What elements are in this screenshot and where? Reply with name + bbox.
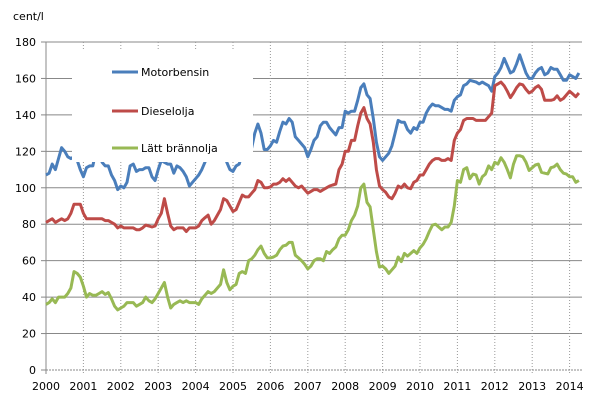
- x-tick-label: 2002: [107, 380, 135, 393]
- x-tick-label: 2012: [481, 380, 509, 393]
- y-axis-ticks: 0 20 40 60 80 100 120 140 160 180: [15, 36, 36, 377]
- y-tick-label: 180: [15, 36, 36, 49]
- y-tick-label: 100: [15, 182, 36, 195]
- x-tick-label: 2014: [556, 380, 584, 393]
- x-tick-label: 2001: [69, 380, 97, 393]
- y-axis-unit-label: cent/l: [13, 10, 44, 23]
- x-tick-label: 2004: [182, 380, 210, 393]
- series-line-3: [45, 154, 580, 312]
- x-tick-label: 2006: [256, 380, 284, 393]
- legend-label: Dieselolja: [141, 105, 194, 118]
- legend-background: [72, 50, 253, 162]
- x-tick-label: 2009: [369, 380, 397, 393]
- legend: Motorbensin Dieselolja Lätt brännolja: [112, 66, 218, 155]
- x-tick-label: 2003: [144, 380, 172, 393]
- legend-label: Motorbensin: [141, 66, 209, 79]
- x-tick-label: 2005: [219, 380, 247, 393]
- x-tick-label: 2011: [443, 380, 471, 393]
- x-tick-label: 2013: [518, 380, 546, 393]
- series-line-2: [45, 80, 581, 233]
- y-tick-label: 40: [22, 291, 36, 304]
- x-tick-label: 2010: [406, 380, 434, 393]
- y-tick-label: 140: [15, 109, 36, 122]
- series-lines: [45, 53, 581, 312]
- y-tick-label: 120: [15, 145, 36, 158]
- x-tick-label: 2008: [331, 380, 359, 393]
- y-tick-label: 0: [29, 364, 36, 377]
- y-tick-label: 60: [22, 255, 36, 268]
- y-tick-label: 20: [22, 328, 36, 341]
- x-tick-label: 2000: [32, 380, 60, 393]
- x-tick-label: 2007: [294, 380, 322, 393]
- series-line-1: [45, 53, 581, 192]
- legend-label: Lätt brännolja: [141, 142, 218, 155]
- x-axis-ticks: 2000 2001 2002 2003 2004 2005 2006 2007 2008 2009…: [32, 380, 584, 393]
- y-tick-label: 80: [22, 218, 36, 231]
- y-tick-label: 160: [15, 72, 36, 85]
